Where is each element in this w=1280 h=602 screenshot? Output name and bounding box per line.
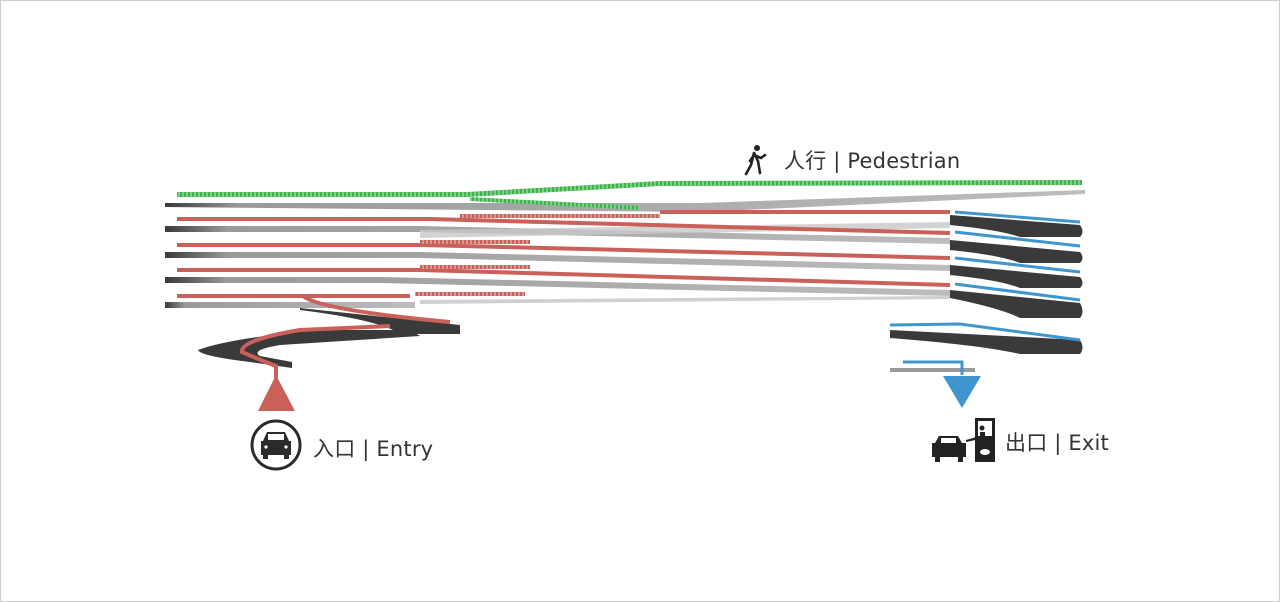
exit-path-line xyxy=(954,256,1081,274)
car-in-circle-icon xyxy=(250,419,302,471)
exit-path-line xyxy=(954,282,1081,302)
exit-path-line xyxy=(954,210,1081,224)
entry-path-segment xyxy=(415,292,525,296)
exit-path-line xyxy=(903,360,964,375)
exit-spiral-ramp xyxy=(890,368,975,372)
entry-path-segment xyxy=(420,265,530,269)
level-ramp xyxy=(165,252,950,271)
exit-path xyxy=(889,210,1081,375)
entry-label: 入口 | Entry xyxy=(313,437,434,461)
level-ramp xyxy=(165,190,1085,212)
exit-spiral-ramp xyxy=(950,290,1083,318)
exit-path-line xyxy=(889,322,1081,342)
entry-path-line xyxy=(177,243,951,260)
car-at-toll-booth-icon xyxy=(932,418,995,462)
pedestrian-path xyxy=(177,180,1082,210)
entry-path-line xyxy=(177,217,951,235)
exit-spiral-ramp xyxy=(950,240,1083,263)
pedestrian-path-segment xyxy=(177,192,467,197)
walking-person-icon xyxy=(744,145,767,176)
exit-label: 出口 | Exit xyxy=(1005,431,1109,455)
pedestrian-path-segment xyxy=(470,197,640,210)
entry-path-line xyxy=(177,268,951,287)
entry-path-line xyxy=(301,294,451,324)
parking-levels xyxy=(165,190,1085,372)
pedestrian-label: 人行 | Pedestrian xyxy=(784,149,961,173)
exit-arrow xyxy=(943,376,981,408)
entry-spiral-ramp xyxy=(300,308,460,334)
level-ramp xyxy=(420,296,950,304)
entry-arrow xyxy=(258,375,295,411)
level-ramp xyxy=(420,222,950,238)
exit-spiral-ramp xyxy=(890,330,1083,354)
level-ramp xyxy=(165,302,415,308)
entry-path-segment xyxy=(460,214,660,218)
pedestrian-path-segment xyxy=(467,180,1082,197)
level-ramp xyxy=(165,277,950,296)
entry-spiral-ramp xyxy=(198,330,420,368)
entry-path-hatched xyxy=(415,214,660,296)
exit-spiral-ramp xyxy=(950,265,1083,288)
exit-path-line xyxy=(954,230,1081,248)
entry-path-line xyxy=(240,324,391,378)
entry-path-segment xyxy=(420,240,530,244)
entry-path xyxy=(177,210,951,378)
exit-spiral-ramp xyxy=(950,215,1083,237)
